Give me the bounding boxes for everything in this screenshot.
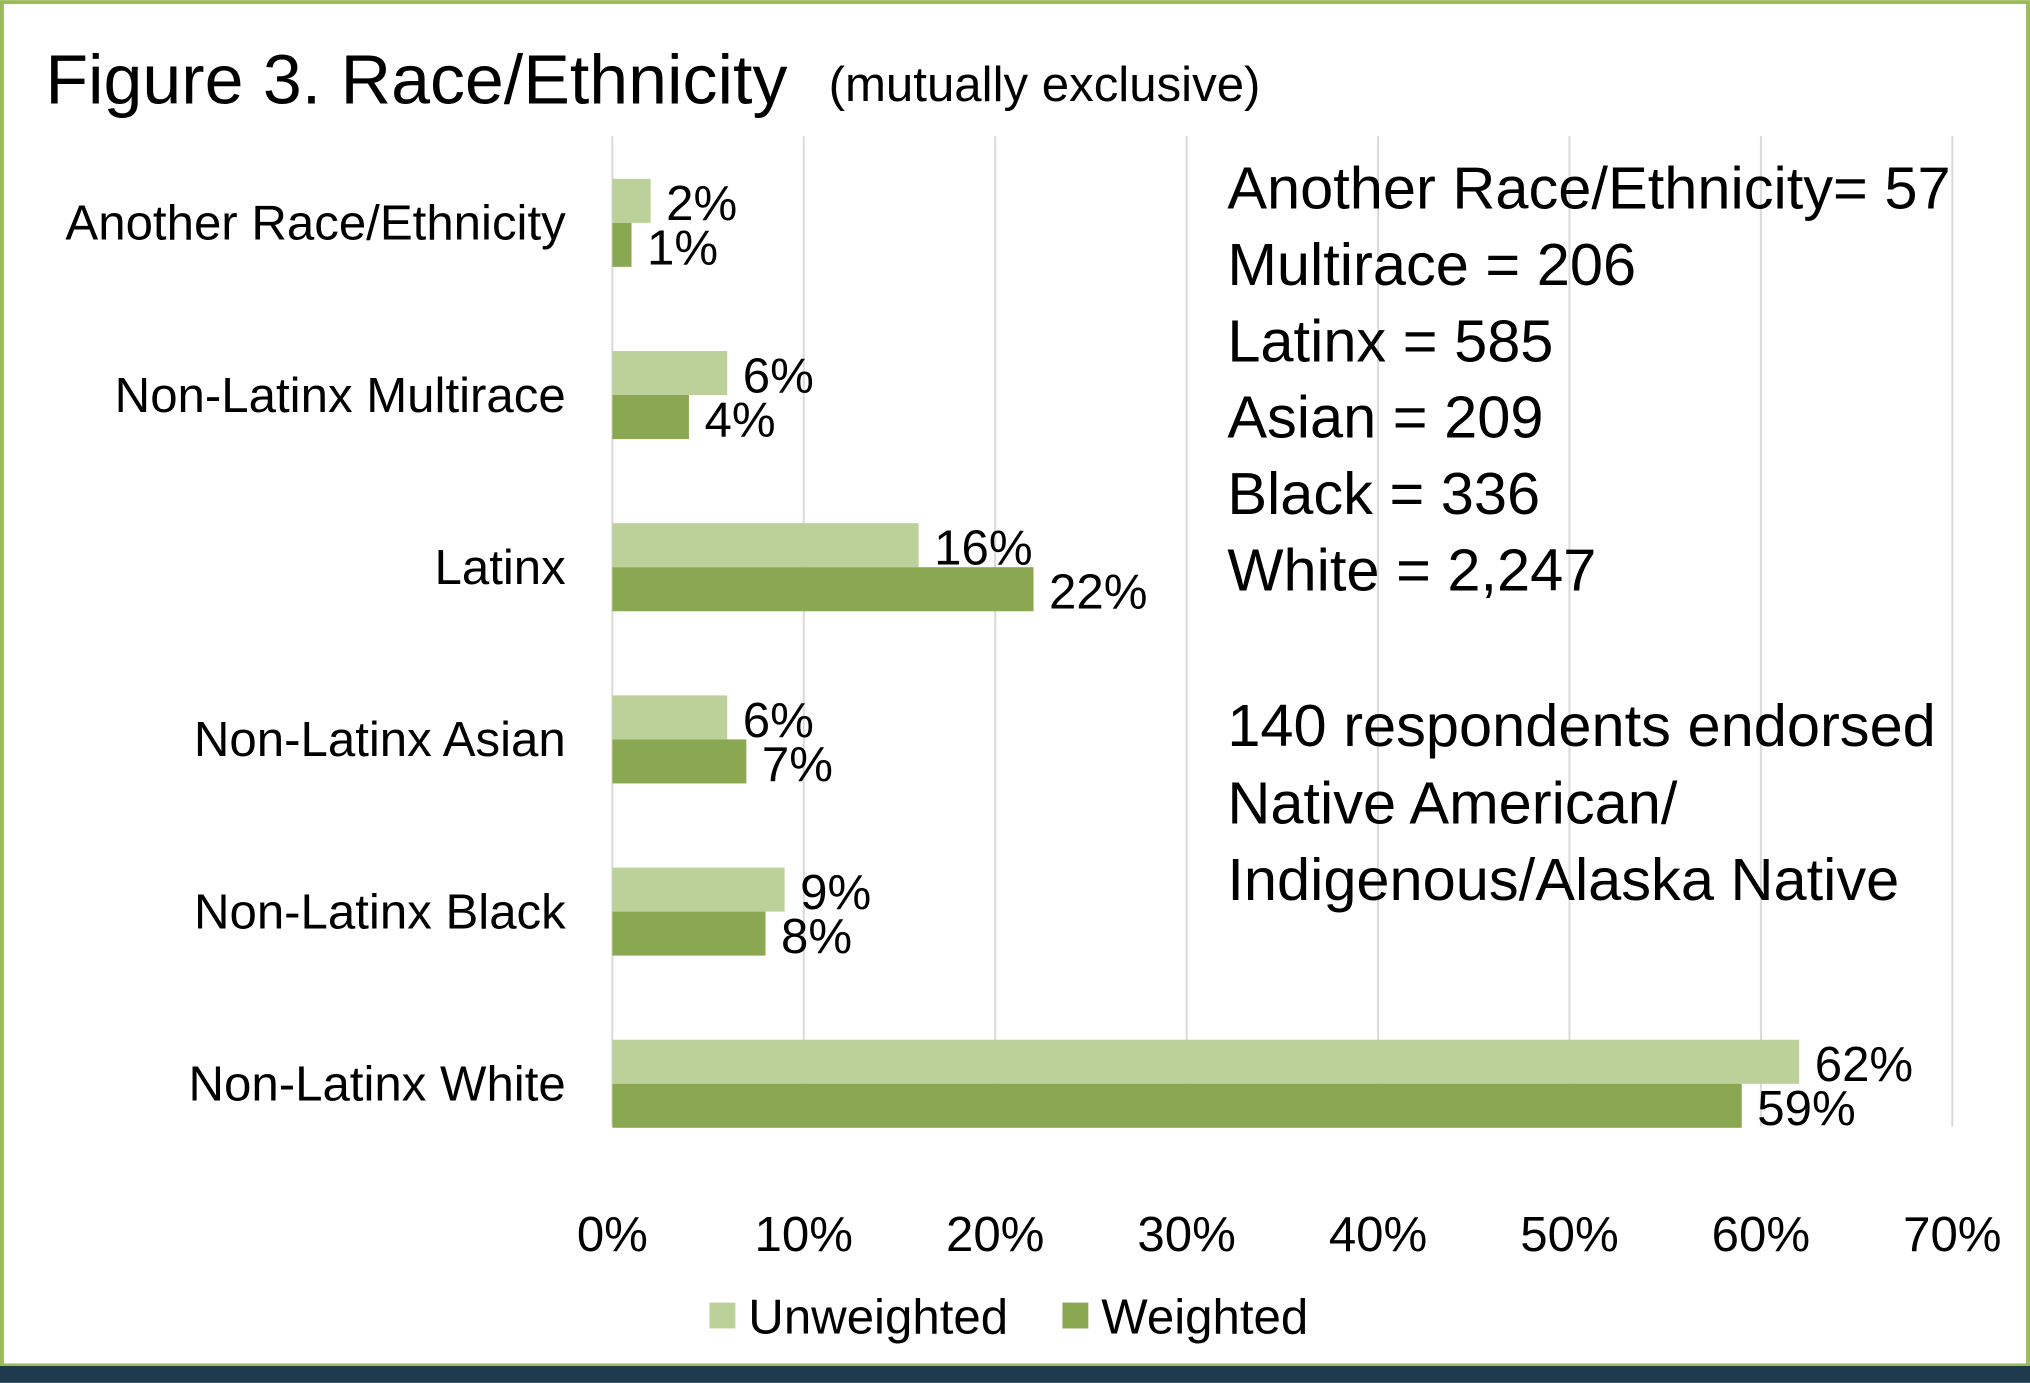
legend-label: Unweighted xyxy=(748,1290,1008,1345)
bar xyxy=(612,523,919,568)
bar xyxy=(612,695,728,740)
annotation: White = 2,247 xyxy=(1227,537,1596,604)
data-label: 59% xyxy=(1757,1081,1855,1136)
bar xyxy=(612,222,632,267)
y-tick-label: Non-Latinx Multirace xyxy=(115,368,566,423)
x-tick-label: 10% xyxy=(755,1207,853,1262)
legend-label: Weighted xyxy=(1101,1290,1308,1345)
annotation: Black = 336 xyxy=(1227,460,1540,527)
x-tick-label: 40% xyxy=(1329,1207,1427,1262)
x-tick-label: 50% xyxy=(1520,1207,1618,1262)
bottom-band xyxy=(0,1366,2030,1383)
y-tick-label: Non-Latinx Asian xyxy=(194,712,566,767)
data-label: 2% xyxy=(666,176,737,231)
data-label: 7% xyxy=(762,737,833,792)
chart-title: Figure 3. Race/Ethnicity xyxy=(45,41,787,119)
y-tick-label: Non-Latinx White xyxy=(188,1057,565,1112)
data-label: 1% xyxy=(647,220,718,275)
annotation: 140 respondents endorsed xyxy=(1227,692,1936,759)
bar xyxy=(612,567,1034,612)
data-label: 6% xyxy=(743,693,814,748)
x-tick-label: 20% xyxy=(946,1207,1044,1262)
chart-subtitle: (mutually exclusive) xyxy=(829,57,1261,112)
data-label: 6% xyxy=(743,348,814,403)
data-label: 4% xyxy=(704,392,775,447)
annotation: Native American/ xyxy=(1227,770,1678,837)
legend-swatch xyxy=(1062,1302,1089,1329)
data-label: 62% xyxy=(1815,1037,1913,1092)
bar xyxy=(612,178,651,223)
bar xyxy=(612,739,747,784)
bar xyxy=(612,911,766,956)
y-tick-label: Another Race/Ethnicity xyxy=(65,196,566,251)
annotation: Latinx = 585 xyxy=(1227,307,1553,374)
annotation: Multirace = 206 xyxy=(1227,231,1636,298)
x-tick-label: 70% xyxy=(1903,1207,2001,1262)
bar xyxy=(612,1083,1742,1128)
bar xyxy=(612,1039,1800,1084)
x-tick-label: 30% xyxy=(1137,1207,1235,1262)
data-label: 22% xyxy=(1049,565,1147,620)
data-label: 8% xyxy=(781,909,852,964)
x-tick-label: 60% xyxy=(1712,1207,1810,1262)
annotation: Indigenous/Alaska Native xyxy=(1227,846,1899,913)
y-tick-label: Latinx xyxy=(434,540,566,595)
bar xyxy=(612,351,728,396)
bar xyxy=(612,867,785,912)
y-tick-label: Non-Latinx Black xyxy=(194,884,566,939)
x-tick-label: 0% xyxy=(577,1207,648,1262)
bar xyxy=(612,395,689,440)
legend-swatch xyxy=(709,1302,736,1329)
data-label: 16% xyxy=(934,521,1032,576)
annotation: Another Race/Ethnicity= 57 xyxy=(1227,155,1950,222)
annotation: Asian = 209 xyxy=(1227,384,1543,451)
data-label: 9% xyxy=(800,865,871,920)
